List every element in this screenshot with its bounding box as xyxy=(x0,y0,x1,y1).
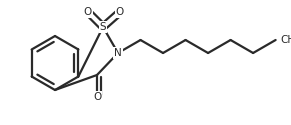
Text: O: O xyxy=(84,7,92,17)
Text: O: O xyxy=(93,92,101,102)
Text: S: S xyxy=(100,22,106,32)
Text: O: O xyxy=(116,7,124,17)
Text: N: N xyxy=(114,48,122,58)
Text: CH₃: CH₃ xyxy=(281,35,291,45)
